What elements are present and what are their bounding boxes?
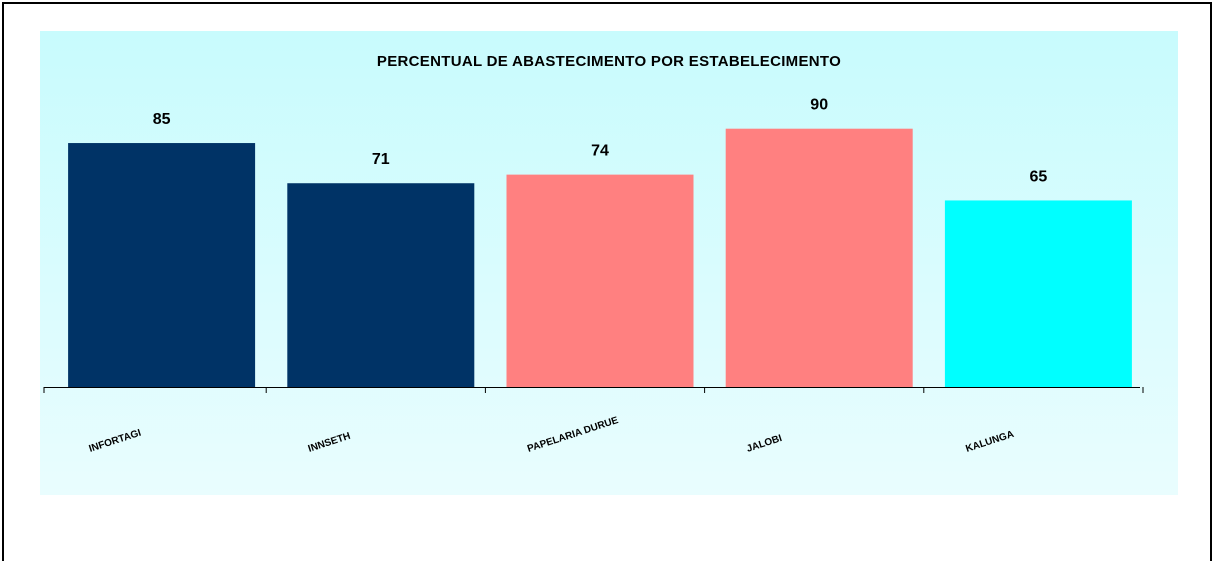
bar-5 (944, 200, 1132, 387)
bar-4 (725, 128, 913, 387)
category-label-3: PAPELARIA DURUE (526, 415, 620, 455)
bar-2 (287, 183, 475, 387)
chart-title: PERCENTUAL DE ABASTECIMENTO POR ESTABELE… (376, 53, 842, 70)
data-label-3: 74 (591, 143, 609, 160)
data-label-5: 65 (1030, 168, 1048, 185)
data-label-1: 85 (153, 111, 171, 128)
bar-3 (506, 174, 694, 387)
category-label-5: KALUNGA (964, 429, 1015, 455)
category-label-4: JALOBI (745, 433, 783, 455)
data-label-4: 90 (810, 97, 828, 114)
data-label-2: 71 (372, 151, 390, 168)
category-label-2: INNSETH (307, 431, 352, 455)
bar-1 (68, 143, 256, 387)
category-label-1: INFORTAGI (88, 428, 143, 455)
